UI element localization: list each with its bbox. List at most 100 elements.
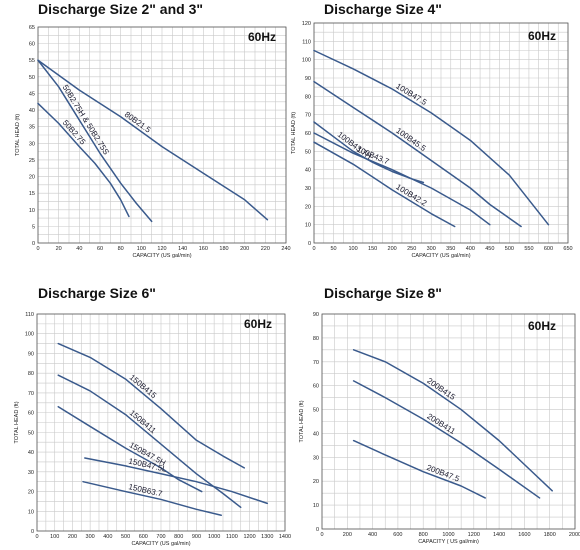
y-tick-label: 30 bbox=[305, 186, 311, 192]
y-tick-label: 60 bbox=[28, 411, 34, 417]
y-tick-label: 25 bbox=[29, 158, 35, 164]
y-tick-label: 20 bbox=[305, 204, 311, 210]
y-axis-label: TOTAL HEAD (ft) bbox=[291, 112, 297, 154]
chart-title: Discharge Size 2" and 3" bbox=[38, 1, 204, 17]
x-tick-label: 200 bbox=[343, 532, 352, 538]
x-tick-label: 1400 bbox=[279, 534, 291, 540]
y-axis-label: TOTAL HEAD (ft) bbox=[299, 400, 305, 442]
x-tick-label: 0 bbox=[36, 246, 39, 252]
y-tick-label: 90 bbox=[305, 76, 311, 82]
x-tick-label: 1400 bbox=[493, 532, 505, 538]
frequency-label: 60Hz bbox=[244, 317, 272, 331]
chart-title: Discharge Size 8" bbox=[324, 285, 442, 301]
y-tick-label: 110 bbox=[25, 312, 34, 318]
series-label: 100B45.5 bbox=[394, 126, 428, 153]
y-tick-label: 15 bbox=[29, 191, 35, 197]
chart-svg: 0 200 400 600 800 1000 1200 1400 1600 1800 2000 0 10… bbox=[299, 312, 580, 545]
frequency-label: 60Hz bbox=[248, 30, 276, 44]
y-tick-label: 100 bbox=[302, 58, 311, 64]
x-tick-label: 1200 bbox=[243, 534, 255, 540]
x-tick-label: 1300 bbox=[261, 534, 273, 540]
y-tick-label: 30 bbox=[313, 455, 319, 461]
y-tick-label: 5 bbox=[32, 224, 35, 230]
x-tick-label: 800 bbox=[419, 532, 428, 538]
x-tick-label: 1600 bbox=[518, 532, 530, 538]
y-tick-label: 0 bbox=[32, 241, 35, 247]
y-axis-label: TOTAL HEAD (ft) bbox=[14, 401, 20, 443]
x-tick-label: 140 bbox=[178, 246, 187, 252]
y-tick-label: 0 bbox=[308, 241, 311, 247]
x-tick-label: 20 bbox=[56, 246, 62, 252]
series-line bbox=[352, 380, 541, 499]
chart-svg: 0 20 40 60 80 100 120 140 160 180 200 220 240 0 5 10 15 2… bbox=[15, 25, 291, 259]
x-tick-label: 0 bbox=[312, 246, 315, 252]
series-line bbox=[82, 480, 222, 516]
frequency-label: 60Hz bbox=[528, 319, 556, 333]
plot-frame bbox=[37, 26, 287, 244]
series-line bbox=[84, 457, 269, 505]
x-tick-label: 650 bbox=[563, 246, 572, 252]
x-tick-label: 60 bbox=[97, 246, 103, 252]
x-tick-label: 220 bbox=[261, 246, 270, 252]
series-line bbox=[57, 374, 242, 509]
y-tick-label: 35 bbox=[29, 125, 35, 131]
x-axis-label: CAPACITY ( US gal/min) bbox=[418, 539, 479, 545]
x-tick-label: 0 bbox=[320, 532, 323, 538]
y-tick-label: 30 bbox=[28, 470, 34, 476]
y-tick-label: 70 bbox=[28, 391, 34, 397]
x-tick-label: 1200 bbox=[468, 532, 480, 538]
x-tick-label: 2000 bbox=[569, 532, 580, 538]
x-tick-label: 500 bbox=[121, 534, 130, 540]
series-line bbox=[57, 405, 203, 493]
series-line bbox=[37, 102, 130, 218]
x-tick-label: 100 bbox=[348, 246, 357, 252]
y-tick-label: 80 bbox=[305, 94, 311, 100]
y-tick-label: 90 bbox=[313, 312, 319, 318]
x-tick-label: 1800 bbox=[544, 532, 556, 538]
x-tick-label: 600 bbox=[393, 532, 402, 538]
y-tick-label: 55 bbox=[29, 58, 35, 64]
y-tick-label: 90 bbox=[28, 351, 34, 357]
x-axis-label: CAPACITY (US gal/min) bbox=[131, 541, 190, 547]
y-tick-label: 80 bbox=[313, 336, 319, 342]
x-tick-label: 50 bbox=[330, 246, 336, 252]
y-tick-label: 40 bbox=[313, 431, 319, 437]
x-tick-label: 900 bbox=[192, 534, 201, 540]
chart-title: Discharge Size 6" bbox=[38, 285, 156, 301]
series-label: 150B411 bbox=[128, 408, 158, 435]
x-tick-label: 80 bbox=[118, 246, 124, 252]
x-tick-label: 100 bbox=[50, 534, 59, 540]
x-tick-label: 1000 bbox=[442, 532, 454, 538]
chart-panel-4: Discharge Size 4" 0 50 100 150 200 250 300 350 4… bbox=[290, 0, 580, 270]
chart-title: Discharge Size 4" bbox=[324, 1, 442, 17]
x-tick-label: 450 bbox=[485, 246, 494, 252]
chart-panel-6: Discharge Size 6" 0 100 200 300 400 500 600 700… bbox=[0, 280, 291, 550]
y-tick-label: 50 bbox=[29, 75, 35, 81]
x-tick-label: 1100 bbox=[226, 534, 238, 540]
x-tick-label: 400 bbox=[466, 246, 475, 252]
x-tick-label: 350 bbox=[446, 246, 455, 252]
y-tick-label: 40 bbox=[29, 108, 35, 114]
x-tick-label: 180 bbox=[219, 246, 228, 252]
series-line bbox=[352, 439, 486, 499]
x-tick-label: 240 bbox=[281, 246, 290, 252]
x-tick-label: 700 bbox=[156, 534, 165, 540]
y-tick-label: 40 bbox=[28, 450, 34, 456]
series-label: 200B47.5 bbox=[425, 463, 461, 484]
y-tick-label: 110 bbox=[302, 39, 311, 45]
y-tick-label: 30 bbox=[29, 141, 35, 147]
x-tick-label: 200 bbox=[68, 534, 77, 540]
chart-panel-2-3: Discharge Size 2" and 3" 0 20 40 60 80 100 120… bbox=[0, 0, 291, 270]
series-line bbox=[37, 59, 153, 223]
y-tick-label: 65 bbox=[29, 25, 35, 31]
y-tick-label: 70 bbox=[305, 113, 311, 119]
x-tick-label: 250 bbox=[407, 246, 416, 252]
y-tick-label: 10 bbox=[305, 223, 311, 229]
y-tick-label: 100 bbox=[25, 332, 34, 338]
y-tick-label: 120 bbox=[302, 21, 311, 27]
y-tick-label: 50 bbox=[313, 408, 319, 414]
y-tick-label: 80 bbox=[28, 371, 34, 377]
y-tick-label: 50 bbox=[305, 149, 311, 155]
x-tick-label: 550 bbox=[524, 246, 533, 252]
y-tick-label: 60 bbox=[305, 131, 311, 137]
